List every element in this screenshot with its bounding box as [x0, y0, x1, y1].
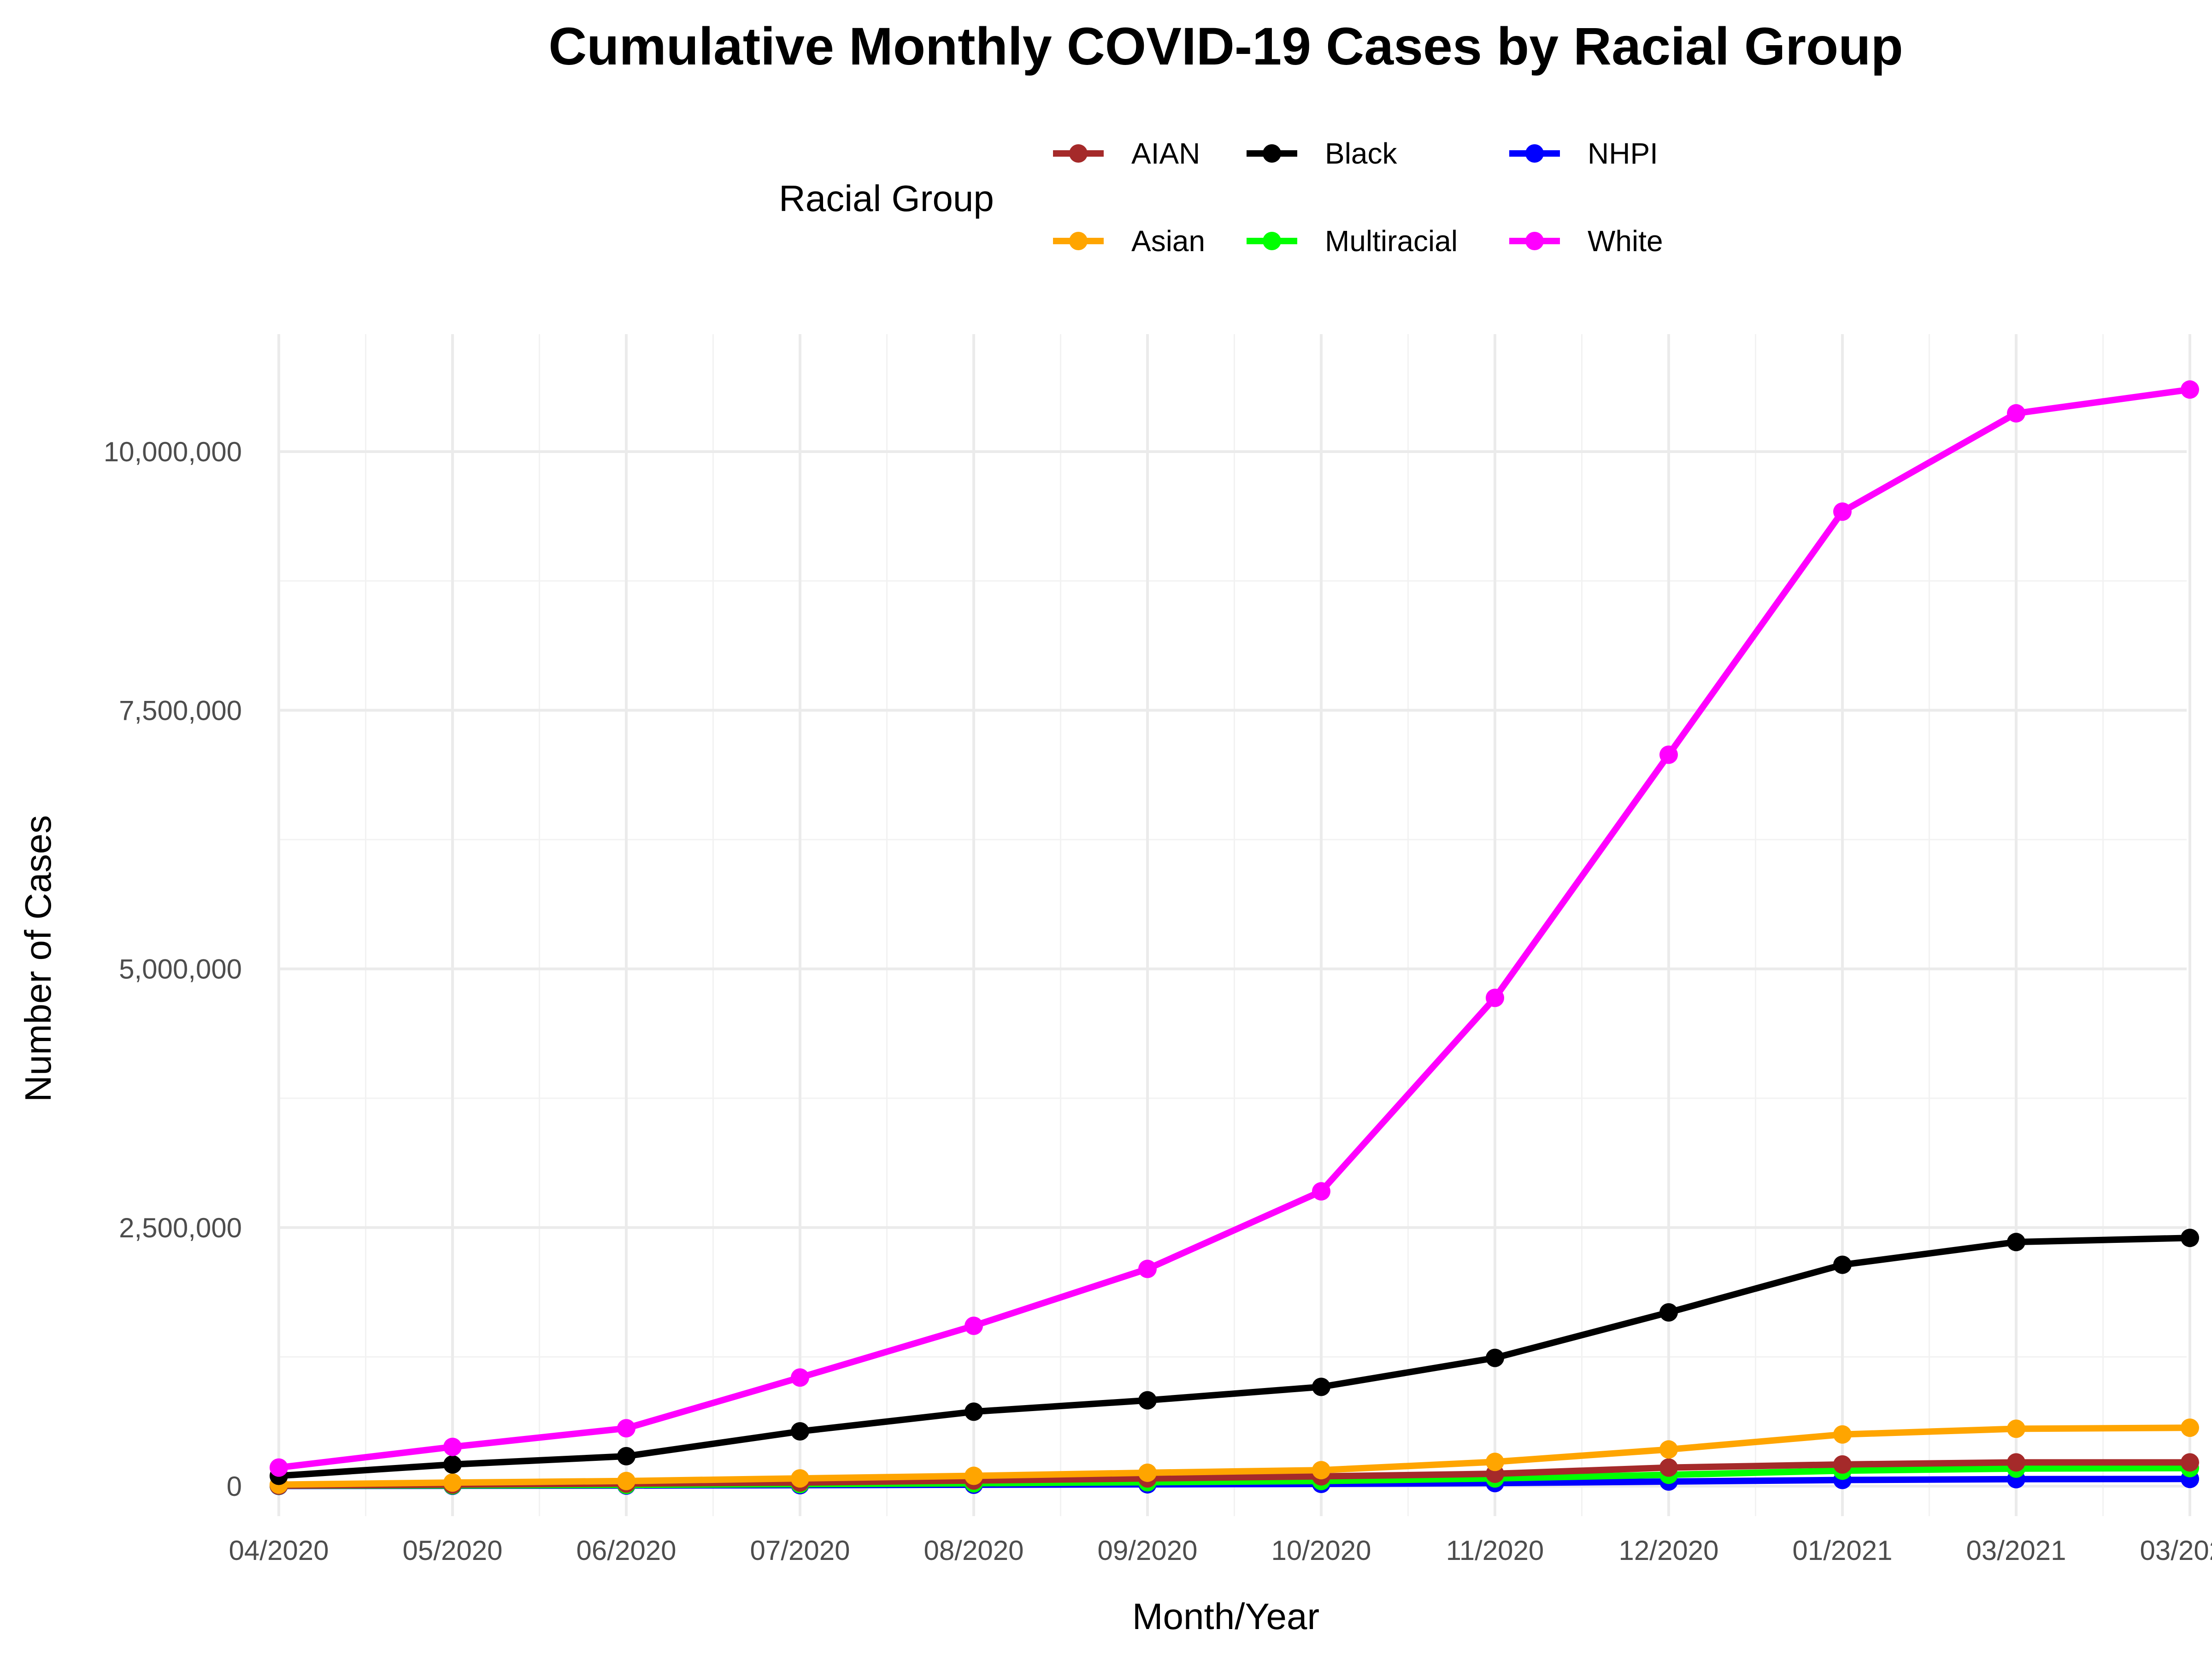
legend-items: AIAN Asian Black Multiracial NHPI White: [1053, 137, 1663, 258]
series-line-black: [276, 1235, 2193, 1479]
series-black: [270, 1229, 2199, 1485]
x-tick-label: 11/2020: [1446, 1535, 1544, 1566]
data-point-white: [617, 1419, 635, 1438]
data-point-black: [617, 1447, 635, 1465]
y-tick-label: 2,500,000: [119, 1212, 242, 1243]
data-point-black: [791, 1422, 809, 1441]
legend-key-marker-black: [1263, 144, 1281, 163]
data-point-white: [1486, 988, 1504, 1007]
data-point-aian: [1833, 1455, 1852, 1474]
legend-key-marker-aian: [1069, 144, 1088, 163]
legend: Racial Group AIAN Asian Black Multiracial NH…: [779, 137, 1663, 258]
legend-label-multiracial: Multiracial: [1325, 224, 1458, 258]
legend-item-nhpi: NHPI: [1509, 137, 1658, 170]
x-tick-label: 05/2020: [403, 1535, 503, 1566]
data-point-black: [2181, 1229, 2199, 1247]
data-point-white: [270, 1458, 288, 1477]
legend-key-marker-white: [1525, 232, 1544, 250]
y-tick-label: 5,000,000: [119, 954, 242, 985]
data-point-black: [965, 1402, 983, 1421]
x-tick-label: 01/2021: [1793, 1535, 1893, 1566]
data-point-asian: [1659, 1440, 1678, 1459]
x-tick-label: 07/2020: [750, 1535, 850, 1566]
legend-title: Racial Group: [779, 178, 994, 219]
x-tick-label: 06/2020: [577, 1535, 677, 1566]
x-axis-label: Month/Year: [1132, 1596, 1319, 1637]
data-point-asian: [965, 1466, 983, 1485]
legend-key-marker-asian: [1069, 232, 1088, 250]
data-point-white: [443, 1437, 462, 1456]
grid: [277, 334, 2191, 1516]
data-point-white: [965, 1317, 983, 1335]
data-point-aian: [2181, 1453, 2199, 1472]
series-line-white: [276, 386, 2193, 1471]
data-point-white: [2007, 404, 2025, 423]
data-point-black: [1833, 1255, 1852, 1274]
data-point-aian: [1659, 1458, 1678, 1477]
y-tick-label: 0: [227, 1471, 242, 1502]
data-point-white: [1659, 745, 1678, 764]
x-tick-label: 10/2020: [1271, 1535, 1371, 1566]
x-axis-tick-labels: 04/2020 05/2020 06/2020 07/2020 08/2020 09/20…: [229, 1535, 2212, 1566]
legend-label-asian: Asian: [1131, 224, 1205, 258]
series-white: [270, 380, 2199, 1477]
data-point-asian: [2007, 1419, 2025, 1438]
data-point-white: [2181, 380, 2199, 399]
legend-item-black: Black: [1247, 137, 1398, 170]
x-tick-label: 04/2020: [229, 1535, 329, 1566]
data-point-black: [443, 1455, 462, 1474]
data-point-asian: [1486, 1453, 1504, 1471]
y-axis-label: Number of Cases: [18, 815, 59, 1102]
legend-item-multiracial: Multiracial: [1247, 224, 1458, 258]
legend-item-asian: Asian: [1053, 224, 1205, 258]
data-point-white: [791, 1368, 809, 1387]
legend-key-marker-multiracial: [1263, 232, 1281, 250]
x-tick-label: 03/2021: [2140, 1535, 2212, 1566]
y-tick-label: 7,500,000: [119, 695, 242, 726]
series-line-asian: [276, 1424, 2193, 1488]
data-point-white: [1833, 502, 1852, 521]
x-tick-label: 12/2020: [1619, 1535, 1719, 1566]
data-point-asian: [1833, 1425, 1852, 1444]
x-tick-label: 03/2021: [1966, 1535, 2066, 1566]
y-axis-tick-labels: 0 2,500,000 5,000,000 7,500,000 10,000,000: [104, 436, 242, 1502]
x-tick-label: 08/2020: [924, 1535, 1024, 1566]
y-tick-label: 10,000,000: [104, 436, 242, 467]
data-point-asian: [1138, 1463, 1157, 1482]
legend-label-nhpi: NHPI: [1588, 137, 1658, 170]
data-point-black: [1138, 1391, 1157, 1410]
data-point-white: [1312, 1182, 1330, 1201]
legend-key-marker-nhpi: [1525, 144, 1544, 163]
data-point-asian: [617, 1471, 635, 1490]
legend-label-white: White: [1588, 224, 1663, 258]
data-point-white: [1138, 1259, 1157, 1278]
legend-item-aian: AIAN: [1053, 137, 1200, 170]
data-point-black: [1486, 1348, 1504, 1367]
data-point-black: [1659, 1303, 1678, 1322]
data-point-asian: [443, 1473, 462, 1492]
x-tick-label: 09/2020: [1098, 1535, 1198, 1566]
series-layer: [270, 380, 2199, 1495]
series-asian: [270, 1418, 2199, 1494]
data-point-asian: [791, 1469, 809, 1488]
legend-label-aian: AIAN: [1131, 137, 1200, 170]
data-point-asian: [1312, 1461, 1330, 1480]
legend-label-black: Black: [1325, 137, 1398, 170]
data-point-asian: [2181, 1418, 2199, 1437]
data-point-black: [1312, 1377, 1330, 1396]
data-point-black: [2007, 1233, 2025, 1252]
data-point-aian: [2007, 1453, 2025, 1472]
legend-item-white: White: [1509, 224, 1663, 258]
chart-title: Cumulative Monthly COVID-19 Cases by Rac…: [548, 17, 1903, 76]
